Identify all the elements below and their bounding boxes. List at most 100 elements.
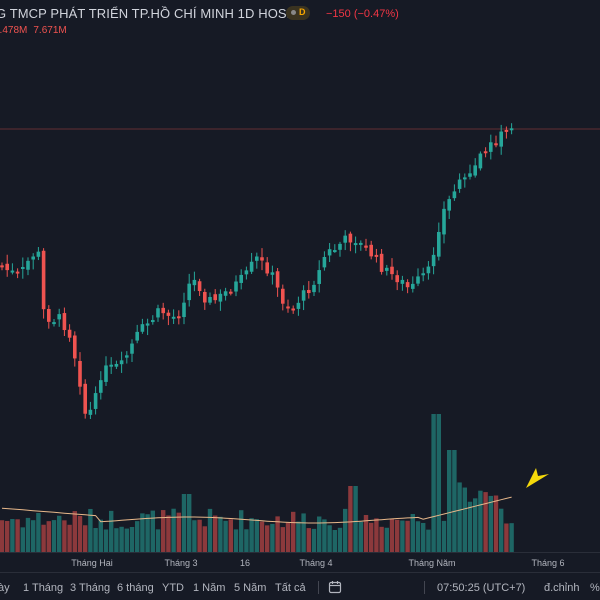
candle-body — [104, 365, 108, 382]
volume-bar — [504, 523, 509, 552]
volume-bar — [218, 516, 223, 552]
volume-bar — [509, 523, 514, 552]
candle-body — [343, 235, 347, 243]
candle-body — [327, 249, 332, 256]
volume-bar — [327, 525, 332, 552]
candle-body — [359, 242, 363, 245]
candle-body — [270, 272, 275, 275]
range-button-5y[interactable]: 5 Năm — [234, 582, 267, 594]
volume-bar — [72, 511, 77, 552]
volume-bar — [233, 529, 239, 552]
volume-bar — [119, 526, 124, 552]
time-axis[interactable]: Tháng Hai Tháng 3 16 Tháng 4 Tháng Năm T… — [0, 552, 600, 572]
volume-bar — [337, 527, 343, 552]
candle-body — [499, 131, 503, 147]
delayed-data-badge[interactable]: D — [286, 6, 310, 20]
range-button-1y[interactable]: 1 Năm — [193, 582, 226, 594]
volume-bar — [10, 519, 15, 552]
volume-bar — [124, 528, 129, 552]
range-button-1d[interactable]: ày — [0, 582, 10, 594]
candle-body — [244, 270, 249, 275]
candle-body — [31, 256, 35, 260]
volume-legend: 5.478M 7.671M — [0, 25, 73, 36]
volume-bar — [176, 512, 181, 552]
candle-body — [431, 254, 436, 267]
candle-body — [307, 289, 311, 294]
volume-bar — [249, 518, 254, 552]
volume-bar — [296, 521, 301, 552]
time-axis-label: Tháng Năm — [408, 558, 456, 568]
volume-bar — [431, 414, 436, 552]
volume-bar — [291, 511, 296, 552]
volume-bar — [270, 523, 275, 552]
volume-bar — [98, 519, 103, 552]
calendar-icon[interactable] — [328, 580, 342, 594]
symbol-title[interactable]: G TMCP PHÁT TRIỂN TP.HỒ CHÍ MINH 1D HOSE — [0, 6, 296, 21]
range-button-6m[interactable]: 6 tháng — [117, 582, 154, 594]
candle-body — [509, 128, 514, 131]
volume-bar — [57, 515, 62, 552]
candle-body — [353, 243, 358, 246]
volume-bar — [181, 494, 187, 552]
yellow-arrow-icon[interactable] — [522, 462, 552, 492]
range-button-1m[interactable]: 1 Tháng — [23, 582, 64, 594]
candle-body — [223, 291, 228, 296]
price-chart[interactable] — [0, 0, 600, 552]
candle-body — [457, 179, 462, 189]
time-axis-label: Tháng Hai — [71, 558, 113, 568]
volume-bar — [15, 519, 20, 552]
volume-bar — [109, 510, 114, 552]
range-button-3m[interactable]: 3 Tháng — [70, 582, 111, 594]
volume-value-2: 7.671M — [33, 25, 67, 36]
candle-body — [197, 281, 202, 292]
clock-timezone[interactable]: 07:50:25 (UTC+7) — [437, 582, 526, 594]
volume-bar — [161, 510, 166, 552]
candle-body — [338, 243, 342, 250]
time-axis-label: Tháng 6 — [531, 558, 565, 568]
volume-bar — [129, 526, 135, 552]
candle-body — [379, 253, 384, 272]
candle-body — [135, 331, 139, 341]
candle-body — [88, 409, 93, 415]
candle-body — [312, 284, 316, 293]
volume-bar — [332, 529, 337, 552]
range-button-all[interactable]: Tất cả — [275, 582, 306, 594]
candle-body — [171, 316, 176, 319]
volume-bar — [25, 517, 31, 552]
volume-bar — [389, 518, 395, 552]
candle-body — [447, 199, 451, 211]
candle-body — [10, 270, 15, 273]
volume-bar — [374, 518, 379, 552]
volume-bar — [405, 520, 410, 552]
candle-body — [416, 276, 420, 284]
volume-bar — [306, 528, 311, 552]
volume-bar — [140, 513, 145, 552]
toolbar-divider — [424, 581, 425, 594]
candle-body — [78, 360, 82, 387]
range-button-ytd[interactable]: YTD — [162, 582, 184, 594]
volume-bar — [317, 516, 322, 552]
volume-bar — [155, 529, 161, 552]
candle-body — [322, 257, 327, 268]
candle-body — [26, 260, 30, 270]
volume-bar — [348, 486, 353, 552]
candle-body — [463, 177, 467, 180]
candle-body — [192, 279, 197, 286]
volume-bar — [77, 515, 83, 552]
volume-bar — [410, 513, 415, 552]
candle-body — [83, 383, 87, 414]
volume-bar — [467, 501, 473, 552]
volume-bar — [145, 514, 150, 552]
candle-body — [468, 173, 472, 177]
volume-bar — [171, 508, 176, 552]
candle-body — [348, 233, 353, 243]
adjust-button[interactable]: đ.chỉnh — [544, 582, 580, 594]
volume-bar — [426, 529, 431, 552]
percent-scale-button[interactable]: % — [590, 582, 600, 594]
candle-body — [62, 313, 67, 331]
volume-bar — [488, 495, 493, 552]
candle-body — [125, 355, 129, 358]
volume-bar — [135, 521, 140, 552]
candle-body — [260, 257, 264, 261]
candle-body — [140, 324, 145, 332]
